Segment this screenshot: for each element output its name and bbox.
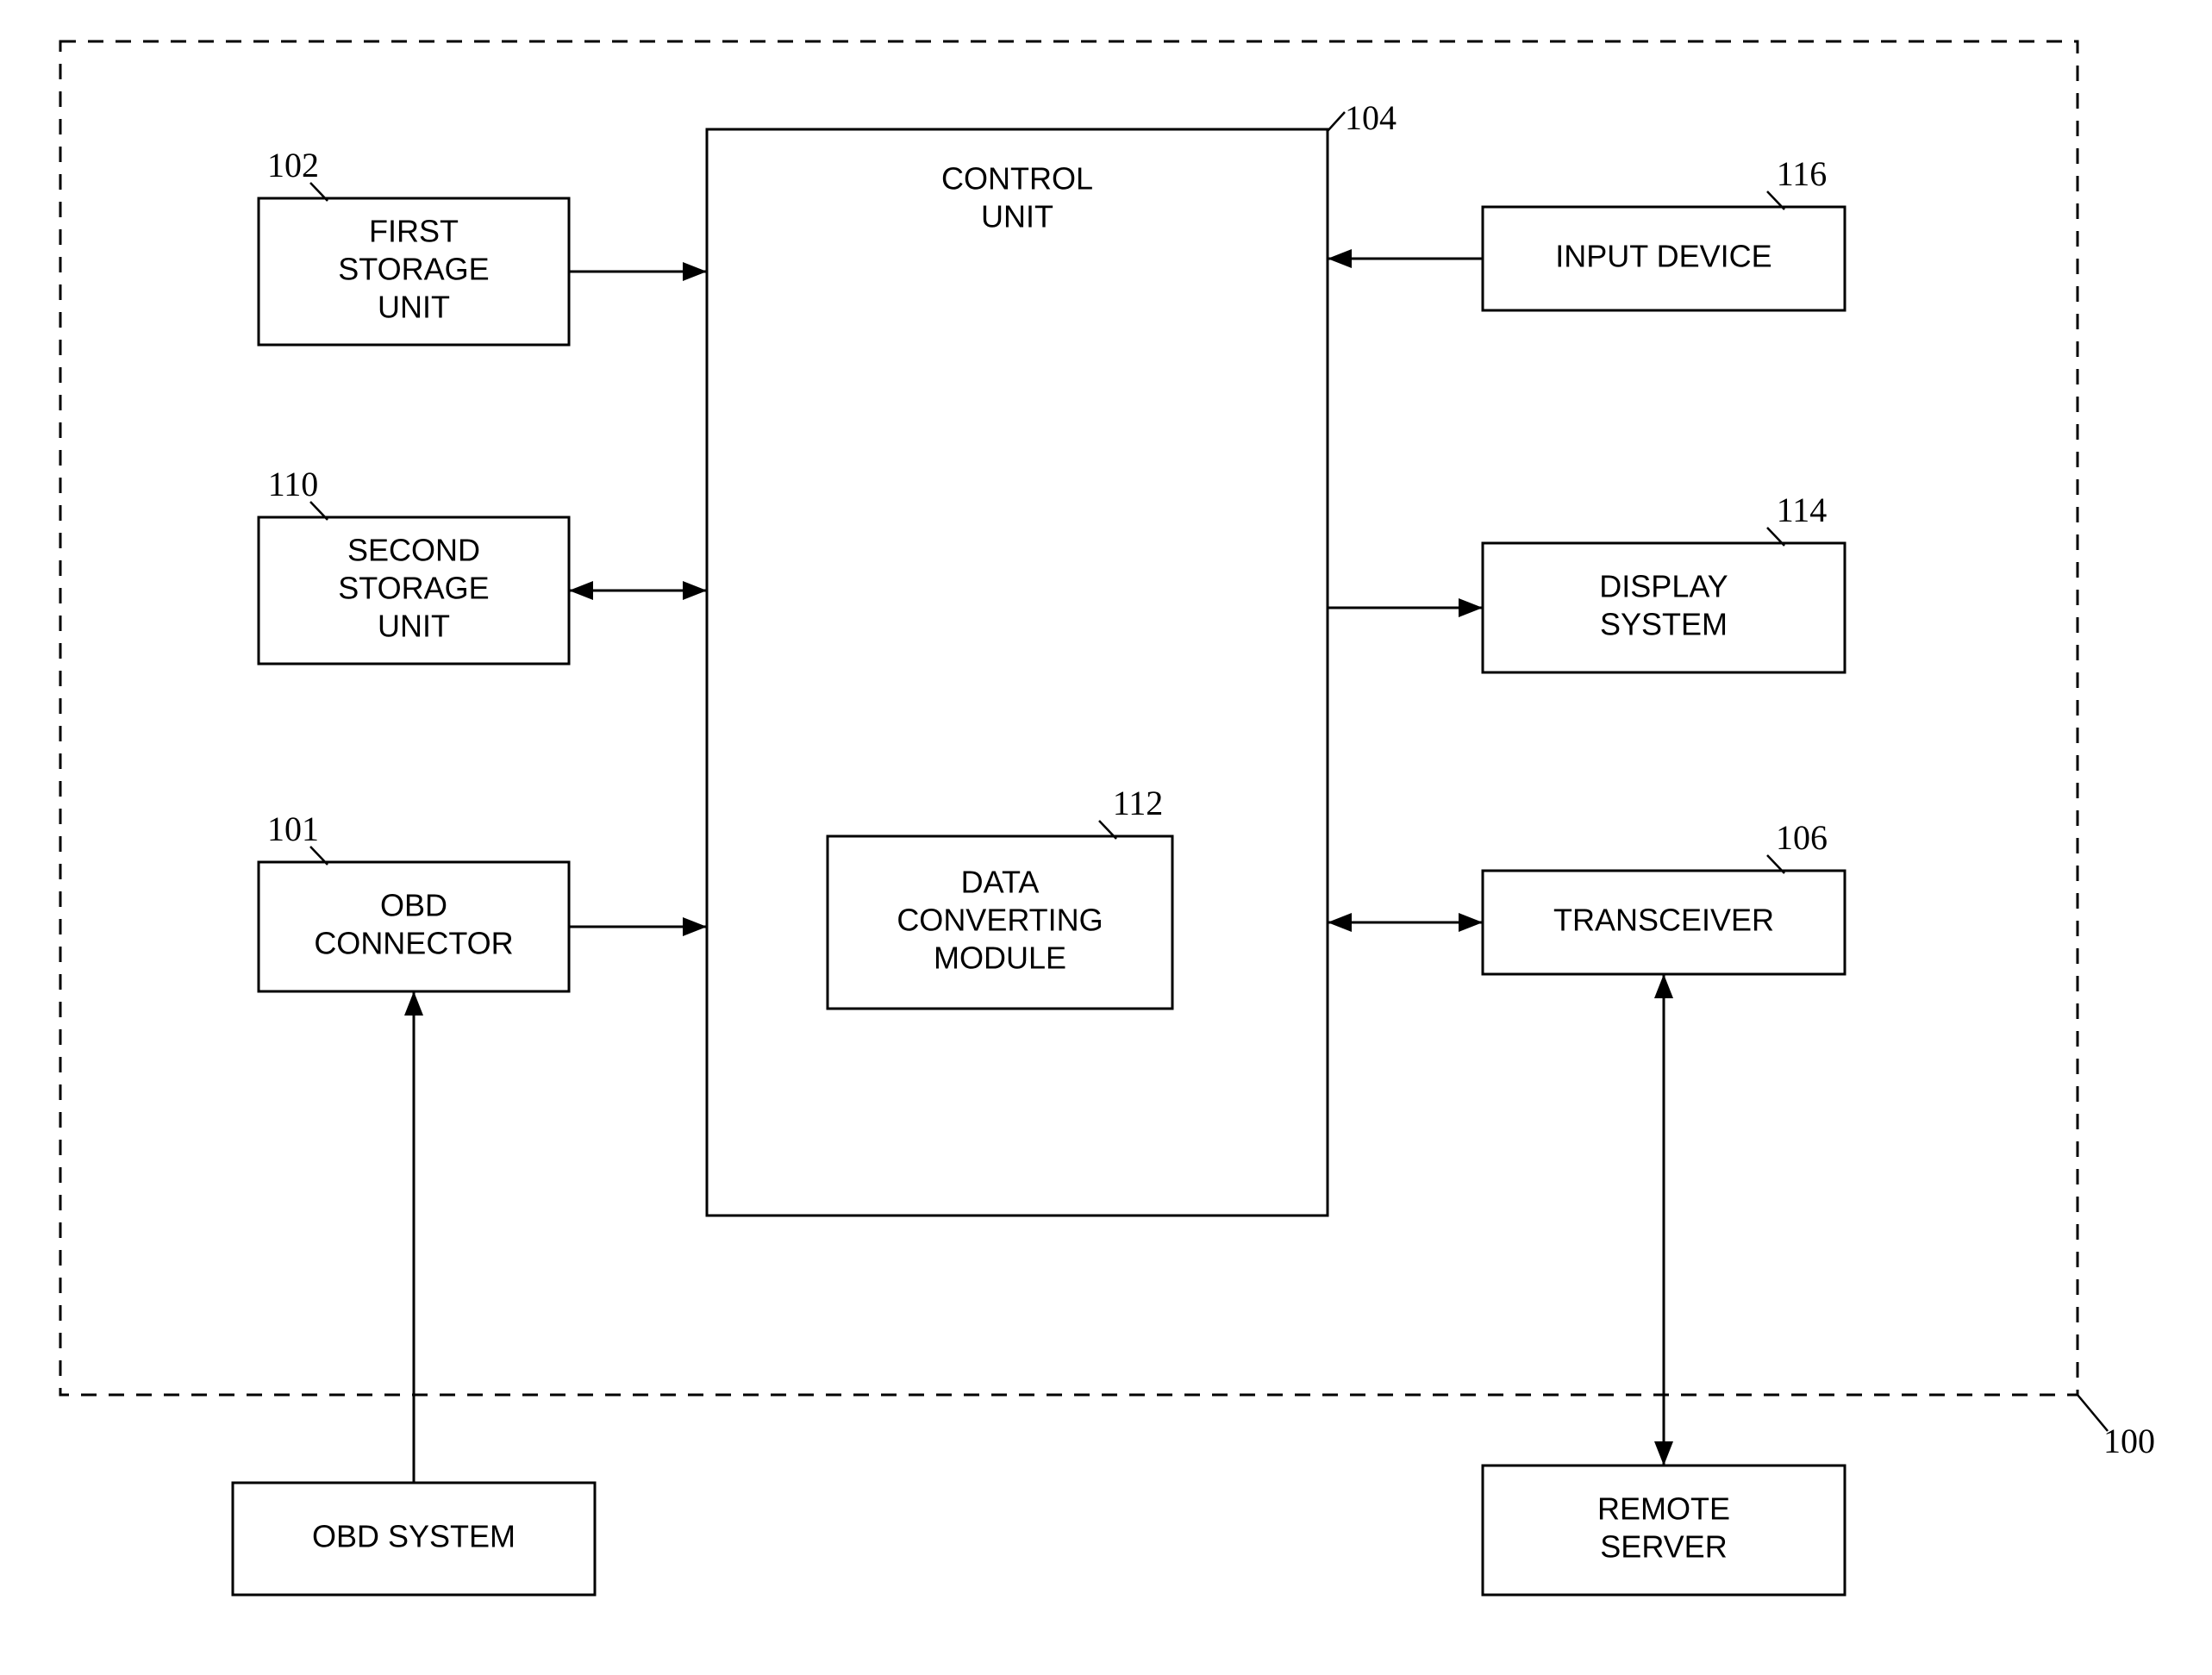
first_storage-label: FIRST bbox=[369, 214, 459, 249]
input_device-label: INPUT DEVICE bbox=[1555, 239, 1771, 274]
second_storage-label: SECOND bbox=[347, 533, 480, 568]
second_storage-ref: 110 bbox=[268, 465, 319, 503]
obd_connector-label: CONNECTOR bbox=[314, 926, 513, 961]
display_system-label: DISPLAY bbox=[1599, 569, 1728, 604]
data_conv-label: CONVERTING bbox=[897, 903, 1103, 938]
control_unit-label: CONTROL bbox=[941, 161, 1093, 197]
obd_connector-label: OBD bbox=[380, 888, 447, 923]
control_unit-lead bbox=[1328, 112, 1345, 131]
first_storage-label: UNIT bbox=[378, 290, 450, 325]
data_conv-label: DATA bbox=[961, 865, 1040, 900]
data_conv-label: MODULE bbox=[934, 941, 1066, 976]
transceiver-label: TRANSCEIVER bbox=[1553, 903, 1774, 938]
control_unit-ref: 104 bbox=[1345, 98, 1397, 137]
obd_system-label: OBD SYSTEM bbox=[312, 1519, 516, 1554]
display_system-label: SYSTEM bbox=[1600, 607, 1728, 642]
block-diagram: FIRSTSTORAGEUNITSECONDSTORAGEUNITOBDCONN… bbox=[0, 0, 2212, 1675]
first_storage-label: STORAGE bbox=[338, 252, 489, 287]
display_system-ref: 114 bbox=[1777, 491, 1828, 529]
remote_server-label: REMOTE bbox=[1597, 1491, 1730, 1527]
remote_server-label: SERVER bbox=[1600, 1529, 1727, 1565]
control_unit-label: UNIT bbox=[981, 199, 1053, 234]
second_storage-label: UNIT bbox=[378, 609, 450, 644]
data_conv-ref: 112 bbox=[1113, 784, 1164, 822]
obd_connector-ref: 101 bbox=[267, 809, 319, 848]
control_unit-box bbox=[707, 129, 1328, 1216]
outer-ref: 100 bbox=[2103, 1422, 2155, 1460]
input_device-ref: 116 bbox=[1777, 154, 1828, 193]
first_storage-ref: 102 bbox=[267, 146, 319, 184]
transceiver-ref: 106 bbox=[1776, 818, 1828, 857]
second_storage-label: STORAGE bbox=[338, 571, 489, 606]
